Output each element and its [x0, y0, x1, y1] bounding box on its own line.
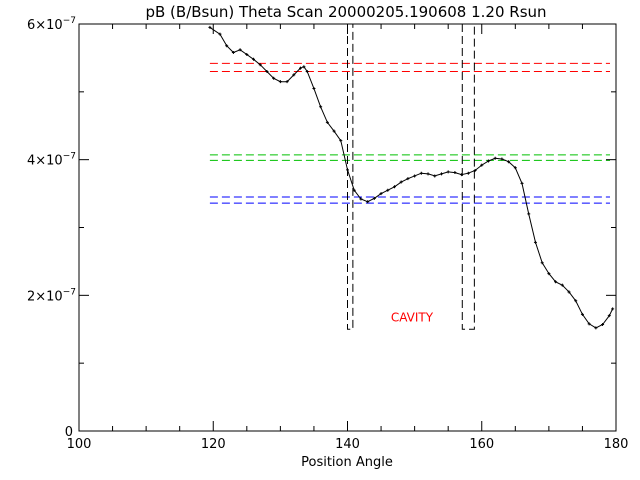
data-point: [218, 32, 222, 36]
data-point: [601, 323, 605, 327]
data-point: [238, 48, 242, 52]
data-point: [319, 105, 323, 109]
data-point: [399, 180, 403, 184]
cavity-boundary-boxes: [347, 24, 475, 330]
data-point: [520, 181, 524, 185]
cavity-box-0: [347, 24, 354, 330]
data-point: [419, 171, 423, 175]
data-point: [473, 169, 477, 173]
x-tick-label: 120: [201, 437, 226, 452]
data-point: [392, 185, 396, 189]
cavity-box-1: [461, 24, 475, 330]
data-point: [513, 166, 517, 170]
y-tick-label: 2×10−7: [27, 287, 76, 304]
data-point: [406, 177, 410, 181]
data-point: [299, 66, 303, 70]
data-point: [611, 307, 615, 311]
data-point: [379, 192, 383, 196]
data-point: [312, 86, 316, 90]
reference-hlines: [209, 62, 610, 204]
data-point: [466, 171, 470, 175]
data-point: [480, 163, 484, 167]
data-point: [352, 188, 356, 192]
data-point: [359, 197, 363, 201]
data-point: [446, 170, 450, 174]
y-tick-label: 6×10−7: [27, 16, 76, 33]
data-point: [208, 25, 212, 29]
data-point: [231, 50, 235, 54]
data-point: [567, 290, 571, 294]
data-point: [245, 53, 249, 57]
data-point: [554, 280, 558, 284]
data-point: [433, 174, 437, 178]
x-tick-label: 140: [335, 437, 360, 452]
data-point: [580, 312, 584, 316]
data-point: [607, 314, 611, 318]
data-point: [278, 80, 282, 84]
data-point: [500, 157, 504, 161]
data-point: [426, 172, 430, 176]
x-axis-label: Position Angle: [301, 455, 393, 470]
data-point: [225, 44, 229, 48]
x-tick-labels: 100 120 140 160 180: [67, 437, 629, 452]
axis-ticks: [78, 23, 617, 432]
data-point: [460, 173, 464, 177]
data-point: [486, 159, 490, 163]
data-point: [540, 261, 544, 265]
data-point: [493, 156, 497, 160]
data-point: [547, 272, 551, 276]
data-point: [372, 196, 376, 200]
data-point: [252, 57, 256, 61]
data-point: [272, 76, 276, 80]
data-point: [292, 73, 296, 77]
data-point: [560, 283, 564, 287]
y-tick-label: 0: [65, 425, 73, 440]
data-point: [527, 212, 531, 216]
data-point: [285, 80, 289, 84]
data-series: [208, 25, 615, 330]
data-point: [453, 171, 457, 175]
x-tick-label: 180: [604, 437, 629, 452]
data-point: [339, 139, 343, 143]
data-point: [302, 65, 306, 69]
data-point: [587, 322, 591, 326]
cavity-annotation: CAVITY: [391, 311, 434, 325]
x-tick-label: 100: [67, 437, 92, 452]
data-point: [325, 120, 329, 124]
data-point: [258, 63, 262, 67]
y-tick-label: 4×10−7: [27, 152, 76, 169]
data-point: [265, 69, 269, 73]
data-point: [386, 188, 390, 192]
data-point: [594, 326, 598, 330]
data-point: [574, 299, 578, 303]
data-point: [507, 160, 511, 164]
data-point: [305, 69, 309, 73]
chart-title: pB (B/Bsun) Theta Scan 20000205.190608 1…: [145, 3, 546, 21]
data-point: [332, 129, 336, 133]
data-point: [366, 200, 370, 204]
y-tick-labels: 0 2×10−7 4×10−7 6×10−7: [27, 16, 76, 440]
data-point: [439, 172, 443, 176]
data-point: [346, 168, 349, 172]
data-point: [413, 174, 417, 178]
data-point: [533, 240, 537, 244]
x-tick-label: 160: [469, 437, 494, 452]
